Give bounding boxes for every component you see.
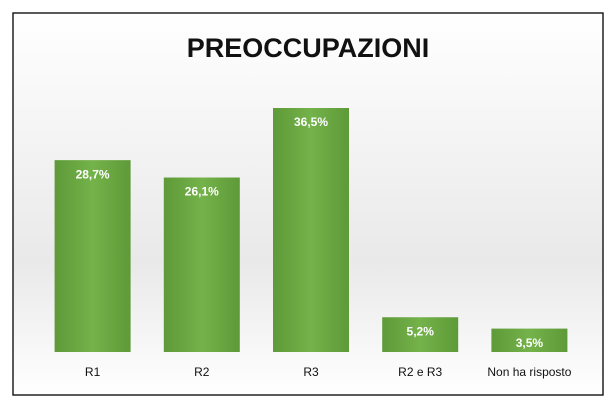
bar (491, 328, 568, 352)
x-tick-label: Non ha risposto (487, 365, 571, 379)
value-label: 3,5% (516, 336, 544, 350)
bar (54, 160, 131, 352)
x-tick-label: R1 (85, 365, 101, 379)
chart-title: PREOCCUPAZIONI (187, 33, 430, 63)
value-label: 5,2% (407, 324, 435, 338)
bar (163, 177, 240, 352)
value-label: 36,5% (294, 115, 328, 129)
value-label: 28,7% (76, 167, 110, 181)
value-label: 26,1% (185, 185, 219, 199)
x-tick-label: R2 (194, 365, 210, 379)
x-tick-label: R3 (303, 365, 319, 379)
bar (382, 317, 459, 352)
bar (273, 108, 349, 352)
x-tick-label: R2 e R3 (398, 365, 442, 379)
